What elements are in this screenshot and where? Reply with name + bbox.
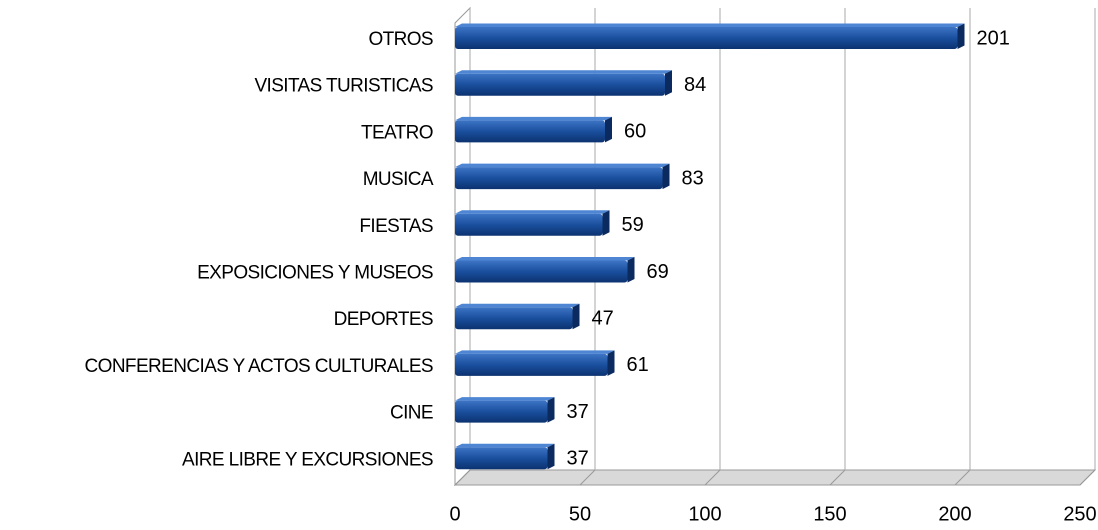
bar-side: [957, 23, 965, 49]
y-tick-label: MUSICA: [363, 169, 434, 190]
bar-top: [455, 116, 612, 121]
bar: [455, 120, 605, 143]
bar-top: [455, 397, 555, 401]
bar: [455, 307, 573, 330]
x-tick-label: 0: [449, 503, 460, 525]
bar-top: [455, 210, 610, 214]
bar: [455, 167, 663, 190]
y-tick-label: EXPOSICIONES Y MUSEOS: [197, 263, 433, 284]
bar-top: [455, 163, 670, 168]
y-tick-label: DEPORTES: [334, 309, 433, 330]
bar-top: [455, 443, 555, 448]
bar-top: [455, 70, 672, 74]
bar-side: [547, 443, 555, 470]
floor-grid-line: [829, 469, 846, 486]
bar-side: [662, 163, 670, 190]
data-label: 47: [592, 307, 614, 329]
bar: [455, 353, 608, 376]
floor-grid-line: [954, 469, 971, 486]
bar: [455, 400, 548, 423]
bar: [455, 447, 548, 470]
bar-top: [455, 23, 965, 27]
bar-side: [627, 257, 635, 283]
data-label: 37: [567, 401, 589, 423]
data-label: 61: [627, 354, 649, 376]
data-label: 69: [647, 261, 669, 283]
bar-side: [572, 303, 580, 330]
x-tick-label: 250: [1063, 503, 1096, 525]
x-tick-label: 50: [569, 503, 591, 525]
bar-top: [455, 350, 615, 354]
y-tick-label: TEATRO: [361, 122, 433, 143]
bar-side: [602, 210, 610, 236]
y-tick-label: CINE: [390, 403, 433, 424]
x-tick-label: 200: [938, 503, 971, 525]
data-label: 59: [622, 214, 644, 236]
data-label: 60: [624, 121, 646, 143]
y-tick-label: VISITAS TURISTICAS: [254, 76, 433, 97]
data-label: 201: [977, 27, 1010, 49]
bar: [455, 260, 628, 283]
x-tick-label: 100: [688, 503, 721, 525]
x-tick-label: 150: [813, 503, 846, 525]
floor-grid-line: [454, 469, 471, 486]
bar: [455, 213, 603, 236]
bar-side: [605, 116, 612, 143]
bar-top: [455, 257, 635, 261]
bar: [455, 73, 665, 96]
y-tick-label: CONFERENCIAS Y ACTOS CULTURALES: [85, 356, 433, 377]
data-label: 37: [567, 448, 589, 470]
bar-top: [455, 303, 580, 308]
bar: [455, 27, 958, 49]
data-label: 84: [684, 74, 706, 96]
floor-grid-line: [579, 469, 596, 486]
y-tick-label: FIESTAS: [359, 216, 433, 237]
y-tick-label: AIRE LIBRE Y EXCURSIONES: [182, 449, 433, 470]
bar-side: [547, 397, 555, 423]
data-label: 83: [682, 167, 704, 189]
bar-side: [665, 70, 672, 96]
bar-side: [607, 350, 615, 376]
floor: [453, 469, 1097, 486]
y-tick-label: OTROS: [368, 29, 433, 50]
floor-grid-line: [1079, 469, 1096, 486]
floor-grid-line: [704, 469, 721, 486]
